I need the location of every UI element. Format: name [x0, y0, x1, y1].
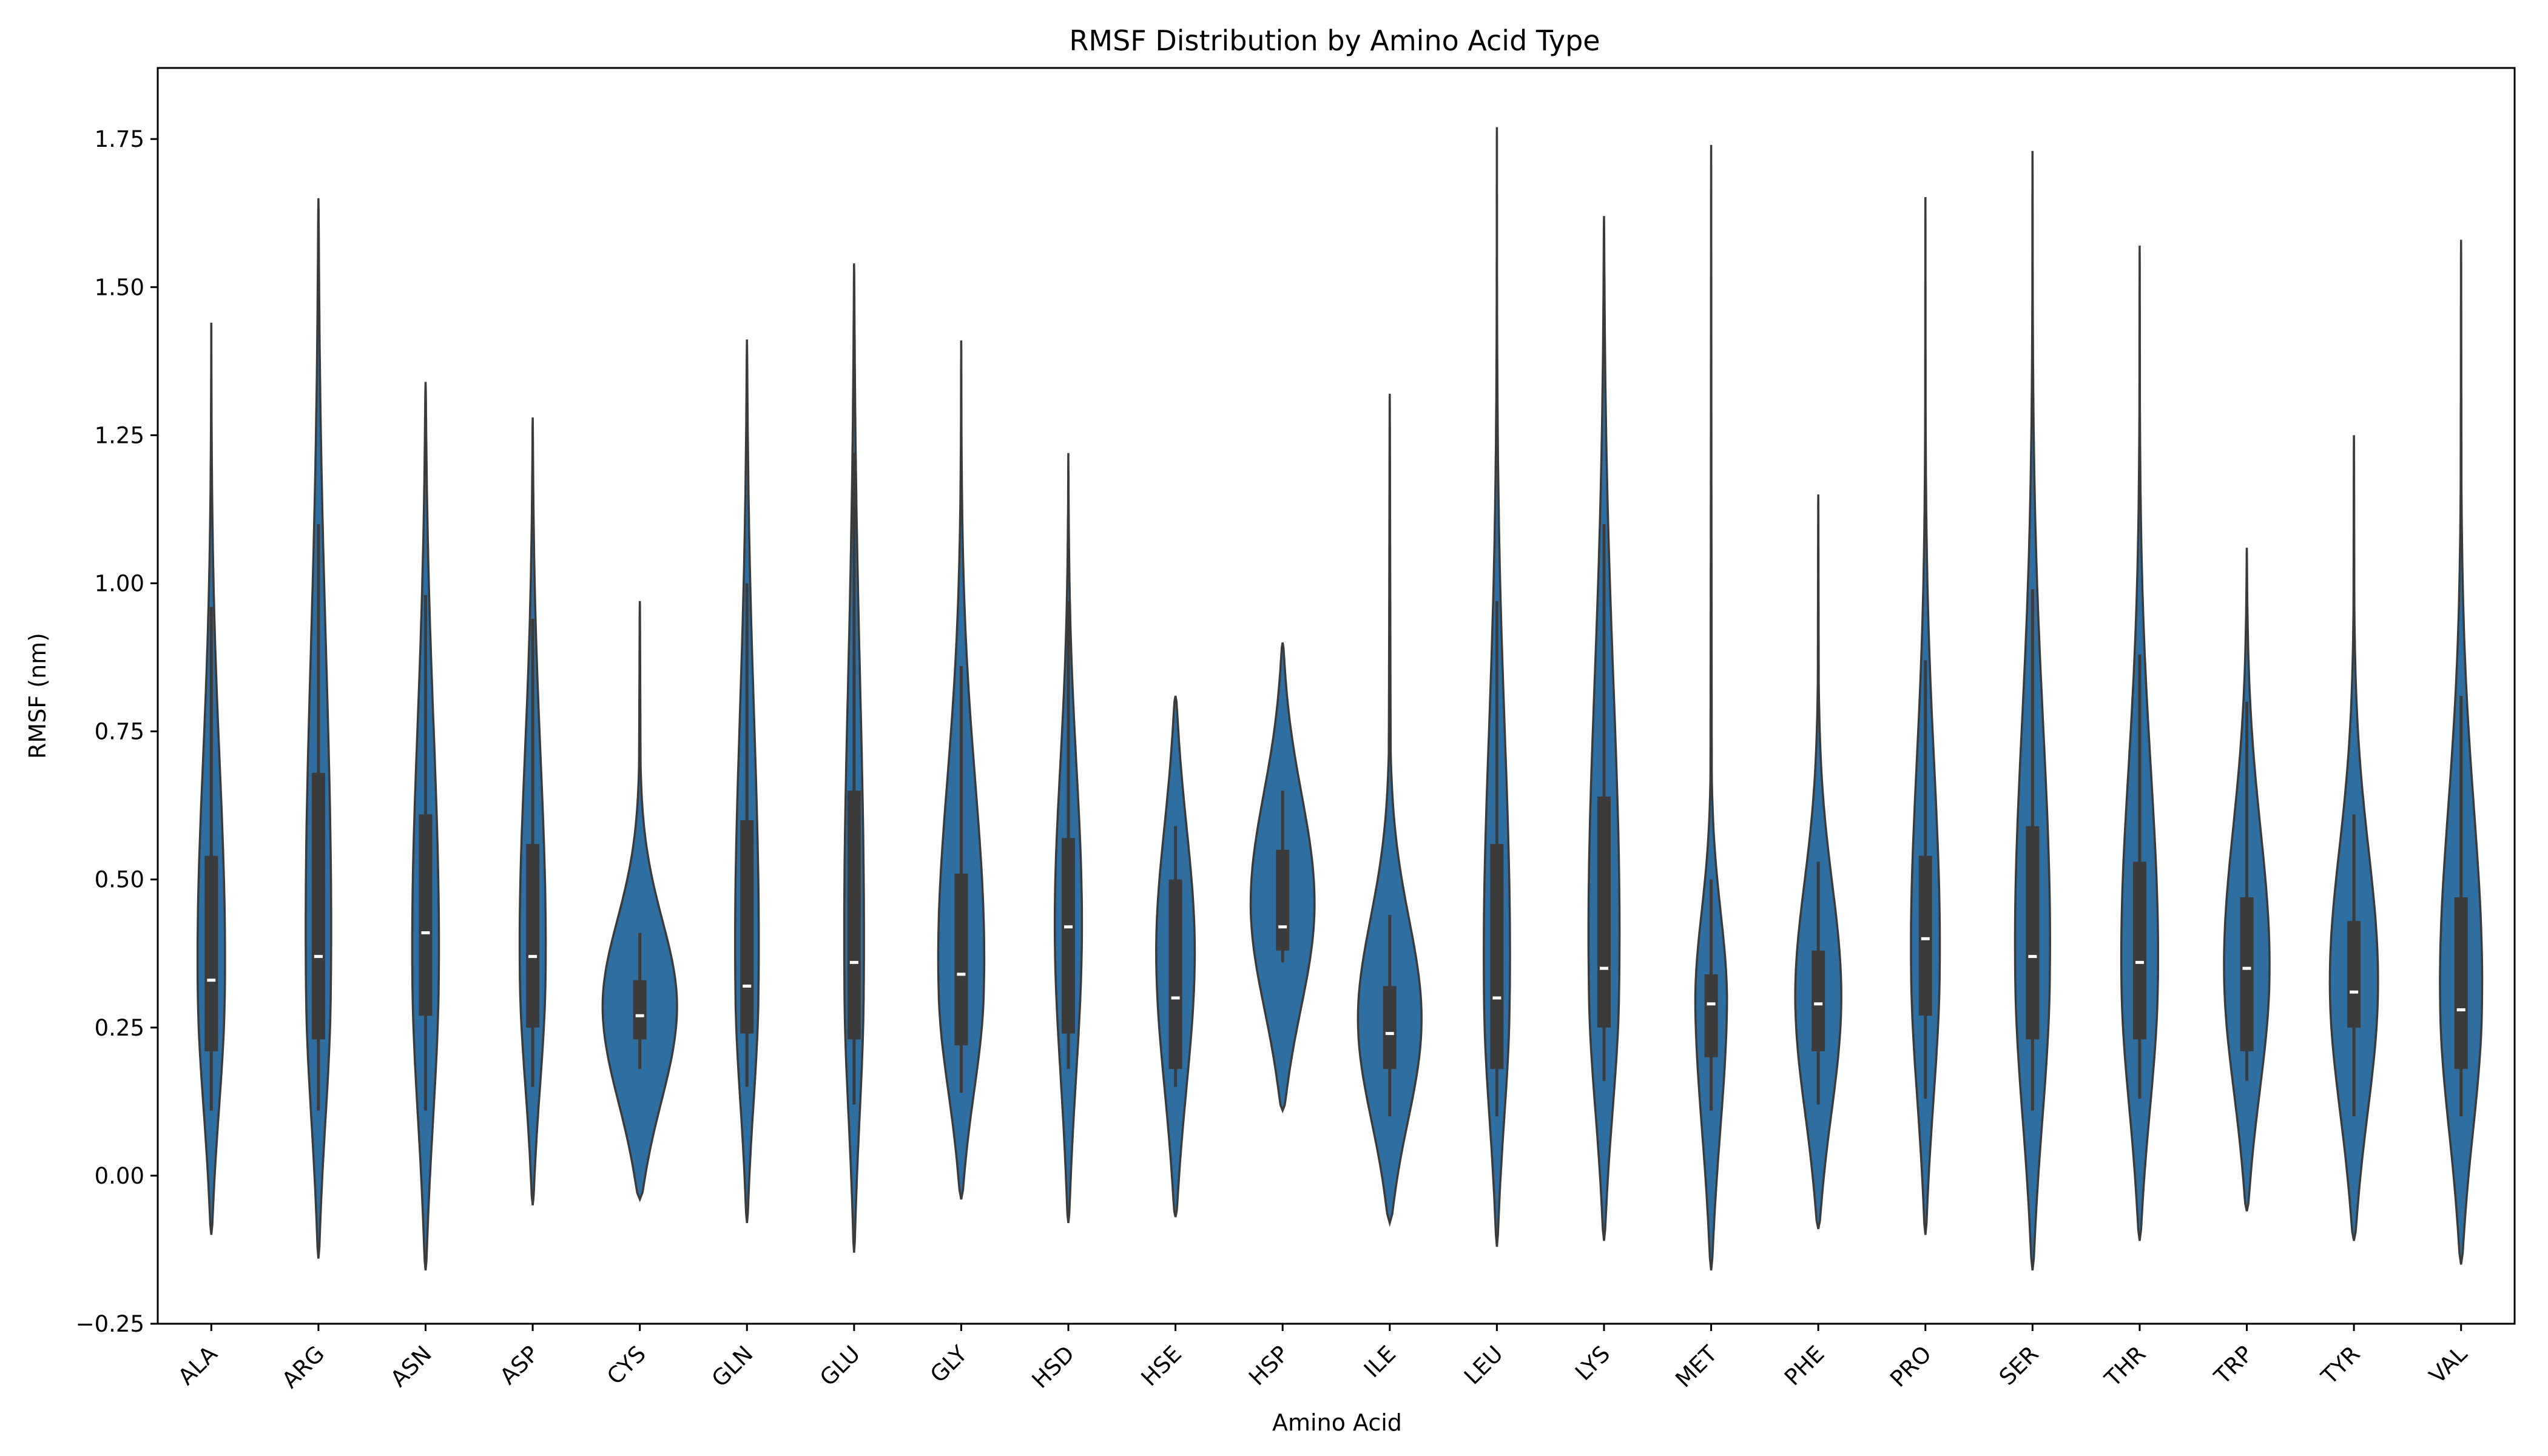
violin-tyr [2328, 435, 2379, 1241]
violin-body [1357, 393, 1423, 1227]
y-tick-label: 0.25 [95, 1015, 144, 1041]
y-tick-label: 1.25 [95, 422, 144, 448]
violin-hsd [1053, 453, 1084, 1224]
violin-cys [601, 601, 678, 1202]
violin-iqr-box [2347, 921, 2361, 1028]
violin-lys [1587, 216, 1621, 1241]
violin-iqr-box [1704, 974, 1718, 1057]
violin-glu [843, 263, 865, 1253]
violin-ile [1357, 393, 1423, 1227]
violin-iqr-box [847, 790, 861, 1040]
y-tick-label: 1.75 [95, 126, 144, 152]
violin-iqr-box [1168, 879, 1182, 1070]
violin-iqr-box [311, 772, 325, 1040]
violin-pro [1910, 197, 1941, 1235]
violin-asn [411, 382, 440, 1271]
violin-iqr-box [1918, 855, 1932, 1016]
y-tick-label: 0.75 [95, 719, 144, 745]
violin-iqr-box [526, 844, 540, 1028]
violin-iqr-box [954, 873, 968, 1046]
y-tick-label: −0.25 [76, 1311, 144, 1337]
violin-iqr-box [419, 814, 433, 1016]
chart-title: RMSF Distribution by Amino Acid Type [1069, 24, 1600, 57]
violin-val [2439, 240, 2484, 1265]
x-axis-title: Amino Acid [1272, 1409, 1402, 1436]
violin-iqr-box [2026, 826, 2040, 1040]
y-axis-title: RMSF (nm) [24, 633, 51, 759]
violin-met [1694, 144, 1728, 1271]
violin-iqr-box [1597, 796, 1611, 1028]
y-tick-label: 0.50 [95, 867, 144, 893]
violin-iqr-box [2132, 861, 2146, 1040]
violin-body [1694, 144, 1728, 1271]
y-tick-label: 1.00 [95, 570, 144, 596]
violin-iqr-box [1383, 986, 1397, 1070]
violin-arg [305, 198, 332, 1259]
violin-phe [1794, 494, 1842, 1230]
violin-hse [1155, 695, 1196, 1218]
violin-gln [734, 339, 760, 1224]
y-axis: −0.25 0.00 0.25 0.50 0.75 1.00 1.25 1.50 1.75 [76, 126, 158, 1337]
y-tick-label: 0.00 [95, 1163, 144, 1189]
violin-group [196, 127, 2484, 1271]
violin-iqr-box [2454, 897, 2468, 1070]
violin-iqr-box [1062, 838, 1076, 1034]
violin-thr [2120, 245, 2159, 1241]
violin-ala [196, 322, 226, 1235]
violin-iqr-box [204, 855, 218, 1051]
violin-iqr-box [1490, 844, 1504, 1070]
violin-iqr-box [633, 980, 647, 1040]
violin-iqr-box [1812, 950, 1825, 1051]
violin-body [601, 601, 678, 1202]
violin-iqr-box [2240, 897, 2254, 1051]
plot-frame [157, 67, 2516, 1325]
violin-gly [937, 340, 986, 1200]
violin-iqr-box [1276, 849, 1290, 951]
violin-asp [518, 417, 547, 1205]
violin-trp [2223, 547, 2271, 1212]
y-tick-label: 1.50 [95, 274, 144, 300]
violin-ser [2014, 150, 2051, 1271]
violin-iqr-box [740, 820, 754, 1034]
violin-leu [1483, 127, 1511, 1247]
violin-hsp [1249, 642, 1316, 1114]
